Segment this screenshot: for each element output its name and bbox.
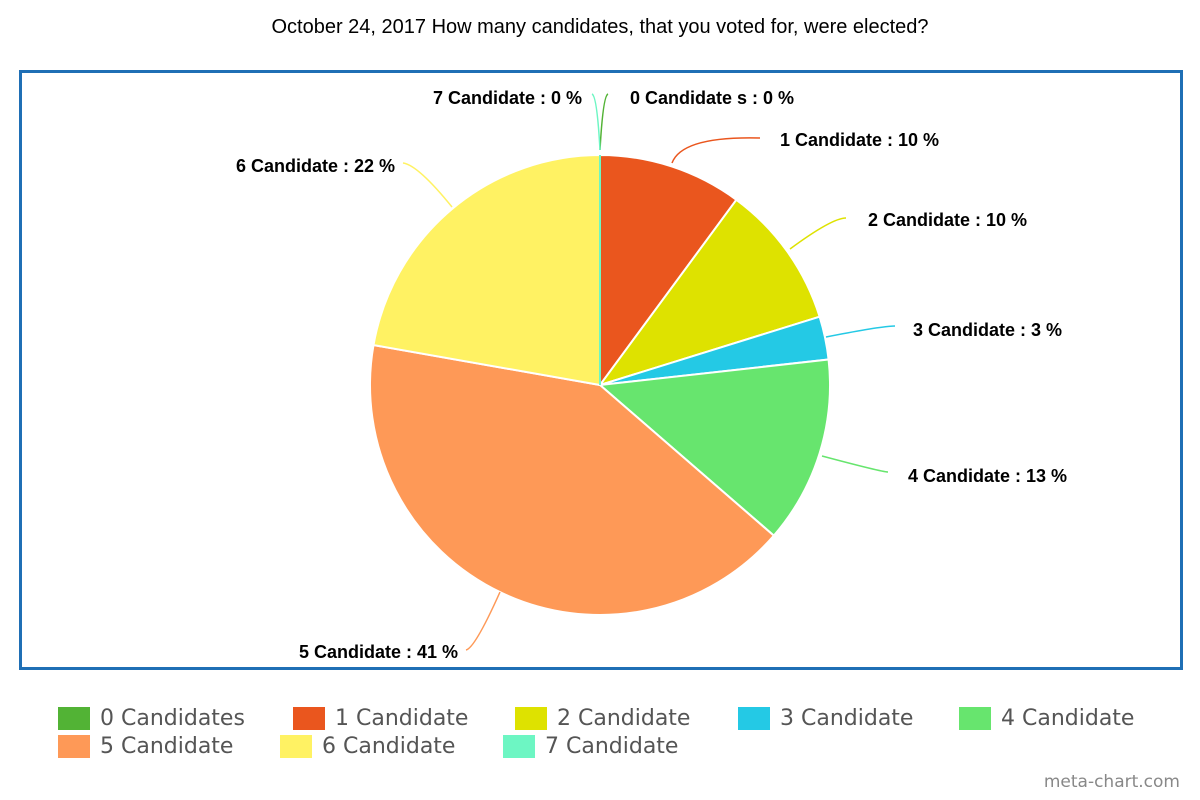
pie-slice-4-candidate xyxy=(597,358,831,538)
slice-label-1-candidate: 1 Candidate : 10 % xyxy=(780,130,939,150)
legend-swatch xyxy=(280,734,312,758)
slice-label-6-candidate: 6 Candidate : 22 % xyxy=(236,156,395,176)
label-connector-0-candidates xyxy=(599,93,609,151)
legend-label: 6 Candidate xyxy=(322,733,456,759)
legend-label: 0 Candidates xyxy=(100,705,245,731)
pie-slice-1-candidate xyxy=(599,153,738,389)
legend-swatch xyxy=(515,706,547,730)
legend-item-1-candidate: 1 Candidate xyxy=(293,705,468,731)
legend-label: 7 Candidate xyxy=(545,733,679,759)
legend-item-2-candidate: 2 Candidate xyxy=(515,705,690,731)
slice-label-7-candidate: 7 Candidate : 0 % xyxy=(433,88,582,108)
legend-label: 2 Candidate xyxy=(557,705,691,731)
label-connector-5-candidate xyxy=(465,591,501,651)
label-connector-1-candidate xyxy=(671,137,761,164)
legend-item-6-candidate: 6 Candidate xyxy=(280,733,455,759)
plot-frame xyxy=(19,70,1183,670)
slice-label-3-candidate: 3 Candidate : 3 % xyxy=(913,320,1062,340)
legend-swatch xyxy=(959,706,991,730)
legend-item-7-candidate: 7 Candidate xyxy=(503,733,678,759)
legend-item-0-candidates: 0 Candidates xyxy=(58,705,245,731)
legend-swatch xyxy=(58,734,90,758)
slice-label-0-candidates: 0 Candidate s : 0 % xyxy=(630,88,794,108)
pie-slice-2-candidate xyxy=(597,198,821,387)
legend-swatch xyxy=(293,706,325,730)
legend-item-4-candidate: 4 Candidate xyxy=(959,705,1134,731)
legend-label: 4 Candidate xyxy=(1001,705,1135,731)
legend-swatch xyxy=(503,734,535,758)
legend-item-3-candidate: 3 Candidate xyxy=(738,705,913,731)
legend-swatch xyxy=(738,706,770,730)
legend-label: 5 Candidate xyxy=(100,733,234,759)
label-connector-7-candidate xyxy=(591,93,601,151)
legend-label: 1 Candidate xyxy=(335,705,469,731)
label-connector-2-candidate xyxy=(789,217,847,250)
legend-item-5-candidate: 5 Candidate xyxy=(58,733,233,759)
legend-swatch xyxy=(58,706,90,730)
slice-label-5-candidate: 5 Candidate : 41 % xyxy=(299,642,458,662)
slice-label-2-candidate: 2 Candidate : 10 % xyxy=(868,210,1027,230)
slice-label-4-candidate: 4 Candidate : 13 % xyxy=(908,466,1067,486)
pie-slice-6-candidate xyxy=(372,153,601,387)
chart-title: October 24, 2017 How many candidates, th… xyxy=(271,16,929,38)
label-connector-6-candidate xyxy=(402,162,453,208)
label-connector-3-candidate xyxy=(825,325,896,338)
pie-slice-5-candidate xyxy=(369,343,776,616)
label-connector-4-candidate xyxy=(821,455,889,473)
legend-label: 3 Candidate xyxy=(780,705,914,731)
watermark: meta-chart.com xyxy=(1043,772,1180,792)
